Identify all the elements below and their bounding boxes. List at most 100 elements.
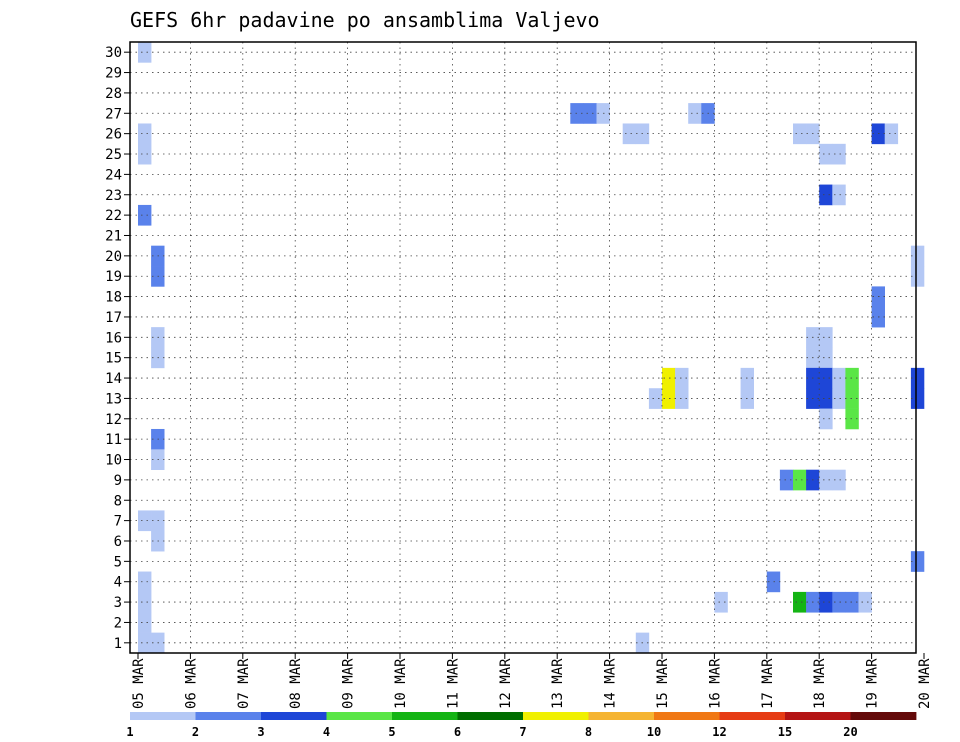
- heat-cell: [648, 388, 663, 409]
- heat-cell: [138, 123, 152, 145]
- x-tick-label: 09 MAR: [341, 658, 357, 709]
- colorbar-segment: [785, 712, 851, 720]
- heat-cell: [138, 591, 152, 613]
- colorbar-label: 3: [257, 725, 264, 739]
- colorbar-label: 15: [778, 725, 792, 739]
- y-tick-label: 14: [105, 371, 122, 387]
- heat-cell: [714, 591, 728, 613]
- heat-cell: [688, 103, 702, 124]
- heat-cell: [138, 143, 152, 165]
- heat-cell: [832, 367, 846, 389]
- x-tick-label: 16 MAR: [707, 658, 723, 709]
- colorbar-segment: [195, 712, 262, 720]
- colorbar-label: 20: [843, 725, 857, 739]
- heat-cell: [910, 551, 925, 572]
- y-tick-label: 4: [114, 575, 122, 591]
- heat-cell: [819, 469, 833, 491]
- heat-cell: [138, 571, 152, 593]
- x-tick-label: 05 MAR: [131, 658, 147, 709]
- x-tick-label: 20 MAR: [917, 658, 933, 709]
- heat-cell: [819, 388, 833, 409]
- heat-cell: [138, 632, 152, 654]
- y-tick-label: 29: [105, 66, 122, 82]
- heat-cell: [138, 42, 152, 63]
- y-tick-label: 1: [114, 636, 122, 652]
- colorbar-label: 6: [454, 725, 461, 739]
- x-tick-label: 18 MAR: [812, 658, 828, 709]
- x-tick-label: 13 MAR: [550, 658, 566, 709]
- x-tick-label: 17 MAR: [760, 658, 776, 709]
- heat-cell: [138, 612, 152, 633]
- heat-cell: [819, 184, 833, 206]
- heat-cell: [819, 143, 833, 165]
- y-tick-label: 27: [105, 106, 122, 122]
- heat-cell: [845, 408, 859, 430]
- y-tick-label: 8: [114, 493, 122, 509]
- colorbar-segment: [457, 712, 524, 720]
- heat-cell: [910, 388, 925, 409]
- heat-cell: [819, 327, 833, 348]
- heat-cell: [662, 388, 676, 409]
- heat-cell: [819, 408, 833, 430]
- colorbar-label: 2: [192, 725, 199, 739]
- x-tick-label: 06 MAR: [183, 658, 199, 709]
- heat-cell: [845, 367, 859, 389]
- heat-cell: [622, 123, 637, 145]
- heat-cell: [138, 204, 152, 226]
- y-tick-label: 22: [105, 208, 122, 224]
- heat-cell: [845, 388, 859, 409]
- y-tick-label: 24: [105, 167, 122, 183]
- heat-cell: [793, 123, 807, 145]
- heat-cell: [832, 143, 846, 165]
- heat-cell: [832, 184, 846, 206]
- colorbar-segment: [654, 712, 720, 720]
- x-tick-label: 08 MAR: [288, 658, 304, 709]
- y-tick-label: 21: [105, 228, 122, 244]
- heat-cell: [779, 469, 794, 491]
- y-tick-label: 2: [114, 615, 122, 631]
- x-tick-label: 15 MAR: [655, 658, 671, 709]
- y-tick-label: 18: [105, 290, 122, 306]
- x-tick-label: 12 MAR: [498, 658, 514, 709]
- y-tick-label: 25: [105, 147, 122, 163]
- x-tick-label: 19 MAR: [865, 658, 881, 709]
- heat-cell: [858, 591, 872, 613]
- colorbar-segment: [130, 712, 196, 720]
- heat-cell: [819, 367, 833, 389]
- x-tick-label: 07 MAR: [236, 658, 252, 709]
- heat-cell: [910, 367, 925, 389]
- colorbar-label: 12: [712, 725, 726, 739]
- heat-cell: [793, 591, 807, 613]
- colorbar-segment: [392, 712, 458, 720]
- colorbar-label: 7: [519, 725, 526, 739]
- colorbar-label: 5: [388, 725, 395, 739]
- heat-cell: [138, 510, 152, 532]
- colorbar-label: 8: [585, 725, 592, 739]
- y-tick-label: 9: [114, 473, 122, 489]
- y-tick-label: 12: [105, 412, 122, 428]
- heat-cell: [884, 123, 899, 145]
- y-tick-label: 28: [105, 86, 122, 102]
- heat-cell: [910, 245, 925, 267]
- colorbar-segment: [719, 712, 786, 720]
- chart-title: GEFS 6hr padavine po ansamblima Valjevo: [130, 8, 600, 32]
- heat-cell: [819, 347, 833, 369]
- y-tick-label: 13: [105, 391, 122, 407]
- heat-cell: [675, 388, 689, 409]
- heat-cell: [832, 591, 846, 613]
- heat-cell: [845, 591, 859, 613]
- x-tick-label: 11 MAR: [445, 658, 461, 709]
- y-tick-label: 3: [114, 595, 122, 611]
- heat-cell: [819, 591, 833, 613]
- colorbar-segment: [326, 712, 393, 720]
- y-tick-label: 23: [105, 188, 122, 204]
- y-tick-label: 20: [105, 249, 122, 265]
- colorbar-segment: [261, 712, 327, 720]
- x-tick-label: 10 MAR: [393, 658, 409, 709]
- colorbar-segment: [523, 712, 589, 720]
- y-tick-label: 26: [105, 127, 122, 143]
- heat-cell: [662, 367, 676, 389]
- heat-cell: [832, 388, 846, 409]
- heat-cell: [910, 266, 925, 287]
- colorbar-segment: [850, 712, 917, 720]
